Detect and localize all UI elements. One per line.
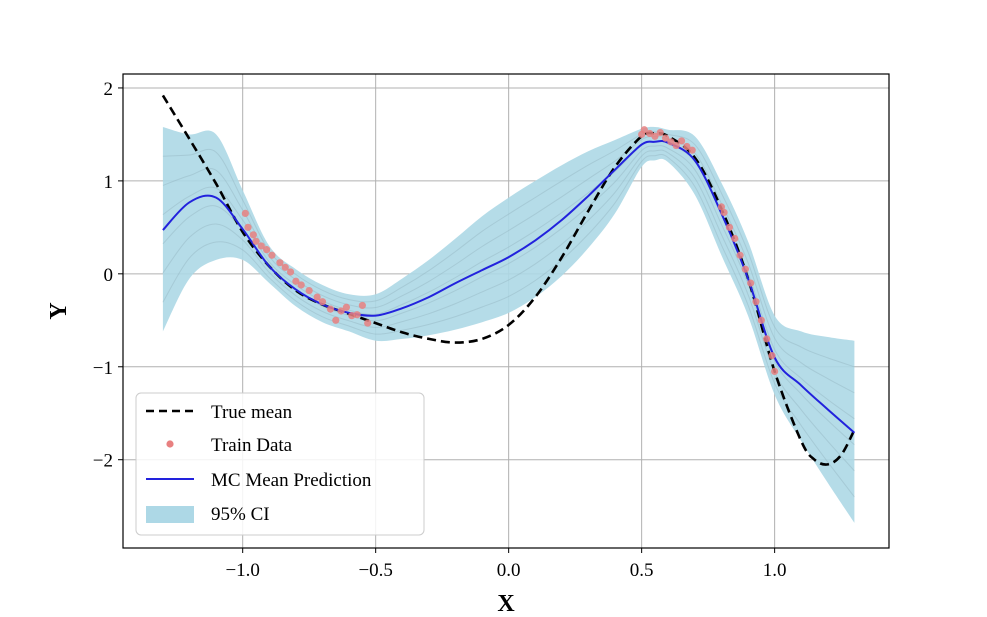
train-point-43 (763, 335, 771, 343)
train-point-38 (736, 251, 744, 259)
train-point-36 (725, 223, 734, 231)
train-point-24 (640, 126, 648, 134)
axis-ticks: −1.0 −0.5 0.0 0.5 1.0 −2 −1 0 1 2 (93, 79, 787, 581)
train-point-35 (720, 208, 728, 217)
legend-label-train-data: Train Data (211, 435, 293, 456)
train-point-3 (252, 237, 260, 245)
x-tick-label-3: 0.5 (630, 560, 654, 581)
sample-curve-2 (162, 149, 855, 472)
train-point-32 (683, 142, 691, 151)
train-point-11 (297, 281, 305, 289)
train-point-8 (281, 263, 289, 271)
train-point-27 (656, 128, 664, 137)
plot-area (161, 94, 856, 523)
train-point-31 (677, 137, 686, 145)
train-point-44 (768, 352, 776, 360)
train-point-14 (318, 298, 327, 306)
train-point-28 (661, 134, 670, 142)
y-tick-label-2: 0 (104, 265, 114, 286)
train-point-22 (364, 319, 372, 327)
y-tick-label-1: −1 (93, 358, 113, 379)
legend: True mean Train Data MC Mean Prediction … (135, 392, 425, 536)
train-point-33 (688, 146, 696, 154)
y-tick-label-4: 2 (104, 79, 114, 100)
train-point-30 (672, 141, 680, 150)
train-point-13 (313, 293, 321, 301)
train-point-34 (717, 203, 726, 211)
train-point-26 (651, 132, 659, 140)
legend-swatch-ci (146, 506, 194, 523)
y-tick-label-3: 1 (104, 172, 114, 193)
train-point-29 (667, 138, 675, 146)
train-point-1 (244, 223, 252, 231)
train-point-4 (257, 242, 265, 250)
train-point-45 (771, 367, 779, 376)
train-point-25 (646, 129, 654, 138)
train-point-16 (332, 316, 340, 324)
train-point-7 (276, 259, 284, 267)
y-axis-title: Y (46, 302, 72, 319)
legend-label-true-mean: True mean (211, 402, 293, 423)
legend-box (135, 392, 425, 536)
train-point-20 (353, 311, 361, 319)
train-point-17 (337, 307, 345, 315)
train-point-39 (741, 265, 749, 273)
sample-curve-1 (162, 153, 855, 498)
train-point-2 (249, 231, 257, 239)
train-point-15 (326, 305, 335, 313)
x-tick-label-0: −1.0 (225, 560, 259, 581)
y-tick-label-0: −2 (93, 451, 113, 472)
train-point-41 (752, 298, 760, 306)
train-point-5 (263, 246, 271, 254)
series-mc-mean-prediction (162, 140, 856, 434)
x-tick-label-4: 1.0 (763, 560, 787, 581)
train-point-12 (305, 286, 313, 295)
series-true-mean (161, 94, 856, 466)
train-point-19 (348, 312, 356, 320)
train-point-10 (292, 277, 300, 285)
legend-label-ci: 95% CI (211, 504, 270, 525)
x-axis-title: X (497, 591, 515, 617)
x-tick-label-2: 0.0 (497, 560, 521, 581)
train-point-42 (757, 316, 765, 324)
train-point-9 (286, 268, 295, 276)
train-point-40 (747, 279, 755, 287)
legend-swatch-train-data (166, 440, 174, 448)
train-point-0 (241, 209, 249, 218)
plot-frame (122, 73, 890, 549)
train-point-6 (268, 251, 276, 259)
train-point-18 (342, 303, 351, 311)
legend-label-mc-mean: MC Mean Prediction (211, 470, 372, 491)
x-tick-label-1: −0.5 (358, 560, 392, 581)
train-point-21 (358, 301, 366, 310)
ci-band (162, 126, 855, 523)
train-point-37 (731, 234, 739, 243)
